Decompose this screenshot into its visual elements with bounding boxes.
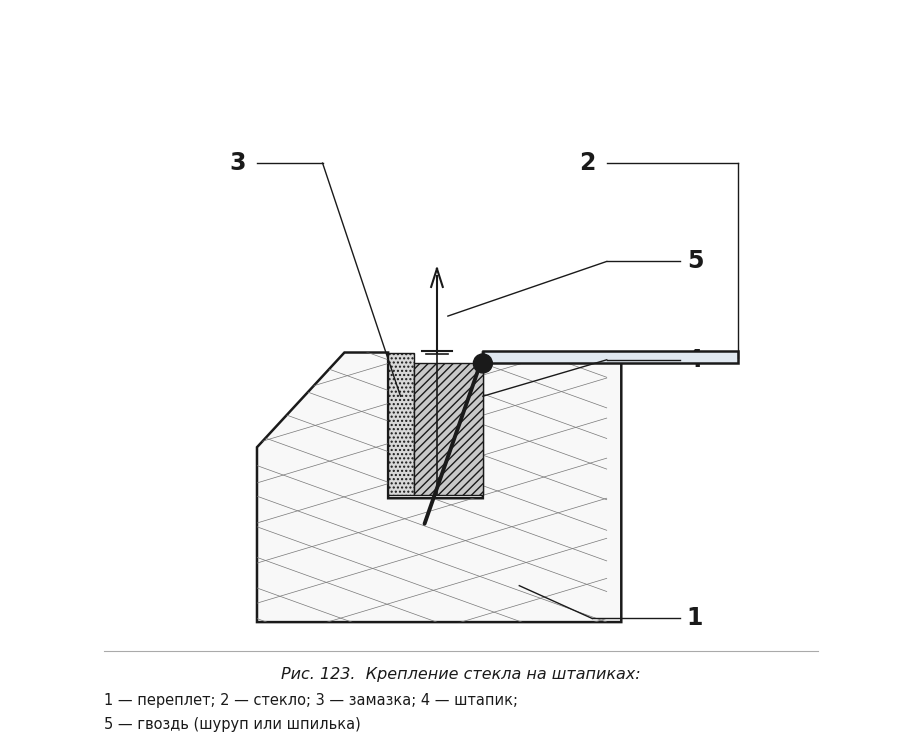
Polygon shape	[414, 364, 483, 495]
Text: 4: 4	[687, 348, 703, 372]
Text: 5 — гвоздь (шуруп или шпилька): 5 — гвоздь (шуруп или шпилька)	[104, 717, 361, 732]
Text: 5: 5	[687, 250, 703, 274]
Text: 1: 1	[687, 606, 703, 631]
Polygon shape	[388, 353, 414, 495]
Text: 3: 3	[230, 151, 246, 175]
Text: 1 — переплет; 2 — стекло; 3 — замазка; 4 — штапик;: 1 — переплет; 2 — стекло; 3 — замазка; 4…	[104, 693, 518, 707]
Text: Рис. 123.  Крепление стекла на штапиках:: Рис. 123. Крепление стекла на штапиках:	[281, 667, 641, 682]
Circle shape	[473, 354, 492, 373]
Bar	[483, 351, 738, 364]
Text: 2: 2	[579, 151, 596, 175]
Polygon shape	[257, 353, 621, 622]
